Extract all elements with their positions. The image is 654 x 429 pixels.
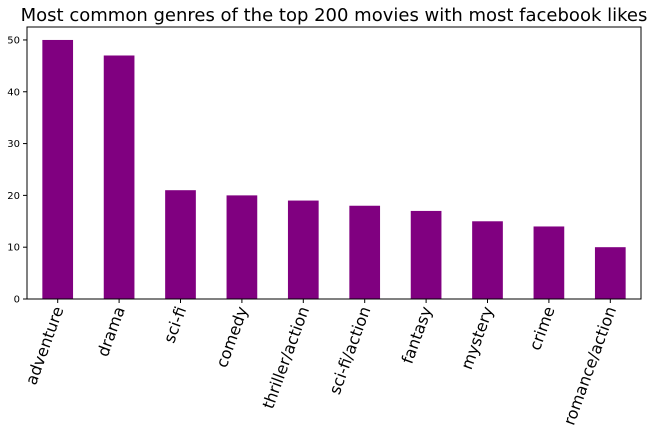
bar-comedy (226, 195, 258, 299)
bars-group (42, 39, 626, 299)
x-tick-label: mystery (457, 304, 497, 372)
y-tick-label: 0 (14, 295, 20, 306)
x-tick-label: fantasy (398, 304, 436, 366)
y-tick-label: 50 (7, 35, 20, 46)
x-tick-label: romance/action (560, 304, 621, 428)
x-tick-label: comedy (212, 304, 252, 370)
y-axis: 0 10 20 30 40 50 (7, 35, 27, 306)
y-tick-label: 10 (7, 243, 20, 254)
chart-title: Most common genres of the top 200 movies… (21, 5, 648, 26)
bar-thriller-action (287, 200, 319, 299)
y-tick-label: 30 (7, 139, 20, 150)
bar-sci-fi-action (349, 205, 381, 299)
x-tick-label: sci-fi/action (325, 304, 374, 397)
bar-romance-action (594, 247, 626, 299)
bar-mystery (472, 221, 503, 299)
x-tick-label: thriller/action (258, 304, 313, 411)
y-tick-label: 20 (7, 191, 20, 202)
bar-sci-fi (165, 190, 196, 299)
x-axis: adventure drama sci-fi comedy thriller/actio… (22, 299, 620, 428)
x-tick-label: drama (93, 304, 129, 359)
bar-crime (533, 226, 565, 299)
x-tick-label: sci-fi (160, 304, 191, 346)
y-tick-label: 40 (7, 87, 20, 98)
bar-fantasy (410, 210, 442, 299)
bar-drama (103, 55, 135, 299)
x-tick-label: crime (525, 304, 558, 353)
x-tick-label: adventure (22, 304, 68, 387)
plot-frame (26, 26, 642, 300)
bar-adventure (42, 39, 74, 299)
